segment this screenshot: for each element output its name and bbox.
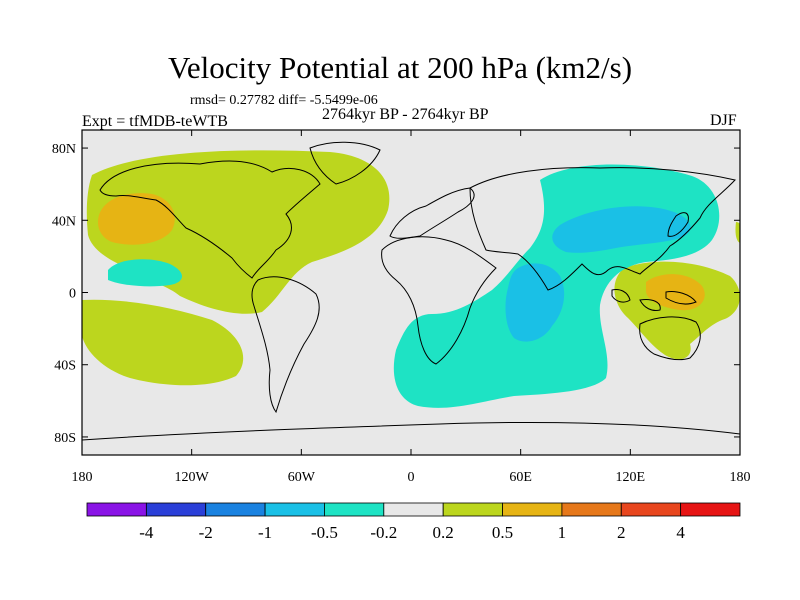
x-tick-label: 60E xyxy=(509,470,532,485)
contour-negative-indian-ocean xyxy=(505,263,565,342)
colorbar-box xyxy=(145,502,207,517)
coast-japan xyxy=(667,212,689,237)
contour-negative-east-asia xyxy=(552,206,691,253)
colorbar-box xyxy=(620,502,682,517)
coast-south-america xyxy=(251,276,320,414)
coast-africa xyxy=(381,236,497,365)
x-tick-label: 0 xyxy=(408,470,415,485)
y-tick-label: 0 xyxy=(69,287,76,302)
colorbar-label: 1 xyxy=(558,523,567,542)
colorbar-label: -1 xyxy=(258,523,272,542)
coastlines xyxy=(82,141,740,441)
colorbar-box xyxy=(86,502,147,517)
colorbar-box xyxy=(324,502,385,517)
x-tick-label: 120E xyxy=(616,470,646,485)
colorbar-box xyxy=(383,502,444,517)
contour-positive-north-pacific-core xyxy=(98,193,175,245)
coast-australia xyxy=(639,316,701,361)
contour-negative-pacific-small xyxy=(108,259,182,287)
axis-ticks: 180 120W 60W 0 60E 120E 180 80N 40N 0 40S 80S xyxy=(52,130,751,485)
y-tick-label: 80N xyxy=(52,142,76,157)
colorbar-label: -0.2 xyxy=(370,523,397,542)
y-tick-label: 80S xyxy=(54,431,76,446)
x-tick-label: 60W xyxy=(288,470,316,485)
coast-asia xyxy=(469,167,736,291)
colorbar: -4 -2 -1 -0.5 -0.2 0.2 0.5 1 2 4 xyxy=(86,502,741,542)
x-tick-label: 180 xyxy=(730,470,751,485)
coast-antarctica xyxy=(82,421,740,441)
contour-positive-maritime xyxy=(614,261,740,360)
colorbar-label: 4 xyxy=(676,523,685,542)
chart-title: Velocity Potential at 200 hPa (km2/s) xyxy=(167,50,633,85)
coast-maritime-islands xyxy=(611,289,697,311)
contour-positive-dateline-edge xyxy=(735,222,740,243)
colorbar-label: -4 xyxy=(139,523,154,542)
period-label: 2764kyr BP - 2764kyr BP xyxy=(322,106,489,123)
colorbar-box xyxy=(561,502,622,517)
colorbar-label: -0.5 xyxy=(311,523,338,542)
colorbar-box xyxy=(264,502,325,517)
y-tick-label: 40N xyxy=(52,214,76,229)
colorbar-box xyxy=(442,502,503,517)
colorbar-label: 0.2 xyxy=(433,523,454,542)
coast-greenland xyxy=(309,141,381,185)
contour-positive-east-pacific xyxy=(82,299,244,386)
colorbar-box xyxy=(680,502,741,517)
colorbar-label: 2 xyxy=(617,523,626,542)
season-label: DJF xyxy=(710,112,737,129)
y-tick-label: 40S xyxy=(54,359,76,374)
colorbar-label: 0.5 xyxy=(492,523,513,542)
colorbar-box xyxy=(502,502,563,517)
x-tick-label: 180 xyxy=(72,470,93,485)
coast-north-america xyxy=(99,160,321,279)
stats-text: rmsd= 0.27782 diff= -5.5499e-06 xyxy=(190,93,378,108)
colorbar-box xyxy=(205,502,266,517)
colorbar-label: -2 xyxy=(199,523,213,542)
x-tick-label: 120W xyxy=(175,470,210,485)
experiment-label: Expt = tfMDB-teWTB xyxy=(82,113,228,130)
